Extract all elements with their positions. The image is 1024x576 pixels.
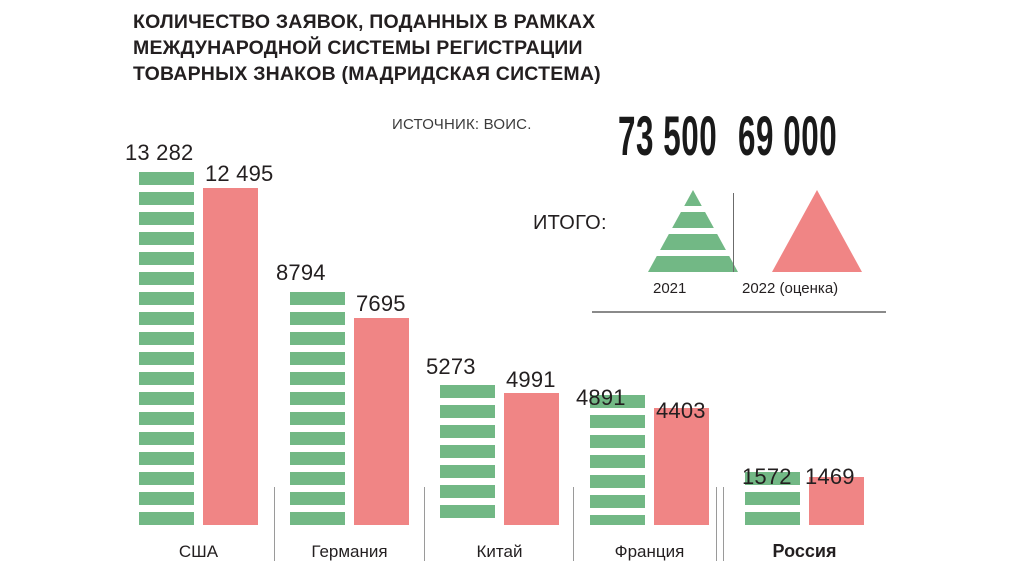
group-separator-4b: [723, 487, 724, 561]
totals-rule: [592, 311, 886, 313]
bar-france-2022[interactable]: [654, 408, 709, 525]
totals-label: ИТОГО:: [533, 212, 607, 234]
bar-france-2021[interactable]: [590, 395, 645, 525]
bar-usa-2021[interactable]: [139, 172, 194, 525]
group-separator-2: [424, 487, 425, 561]
bar-germany-2022[interactable]: [354, 318, 409, 525]
bar-label-russia-2022: 1469: [805, 464, 855, 489]
total-year-2022: 2022 (оценка): [742, 280, 839, 297]
totals-divider: [733, 193, 734, 272]
pyramid-2021-icon: [648, 190, 738, 272]
bar-label-china-2021: 5273: [426, 354, 476, 379]
bar-china-2021[interactable]: [440, 385, 495, 525]
page-title: КОЛИЧЕСТВО ЗАЯВОК, ПОДАННЫХ В РАМКАХ МЕЖ…: [133, 11, 601, 85]
group-name-france: Франция: [614, 542, 685, 561]
group-separator-1: [274, 487, 275, 561]
bar-label-germany-2021: 8794: [276, 260, 326, 285]
totals-panel: 73 500 69 000 ИТОГО: 2021 2022 (оценка): [520, 108, 890, 318]
bar-russia-2022[interactable]: [809, 477, 864, 525]
group-name-germany: Германия: [311, 542, 388, 561]
bar-label-france-2022: 4403: [656, 398, 706, 423]
pyramid-2022-icon: [772, 190, 862, 272]
total-value-2021: 73 500: [618, 104, 718, 167]
source-note: ИСТОЧНИК: ВОИС.: [392, 116, 532, 133]
bar-label-russia-2021: 1572: [742, 464, 792, 489]
bar-germany-2021[interactable]: [290, 292, 345, 525]
group-name-russia: Россия: [772, 541, 837, 561]
group-name-usa: США: [178, 542, 219, 561]
group-name-china: Китай: [476, 542, 523, 561]
bar-china-2022[interactable]: [504, 393, 559, 525]
total-value-2022: 69 000: [738, 104, 838, 167]
bar-label-china-2022: 4991: [506, 367, 556, 392]
bar-label-germany-2022: 7695: [356, 291, 406, 316]
group-separator-4a: [716, 487, 717, 561]
group-separator-3: [573, 487, 574, 561]
bar-label-usa-2022: 12 495: [205, 161, 274, 186]
bar-russia-2021[interactable]: [745, 472, 800, 525]
bar-usa-2022[interactable]: [203, 188, 258, 525]
total-year-2021: 2021: [653, 280, 687, 297]
bar-label-usa-2021: 13 282: [125, 140, 194, 165]
bar-label-france-2021: 4891: [576, 385, 626, 410]
